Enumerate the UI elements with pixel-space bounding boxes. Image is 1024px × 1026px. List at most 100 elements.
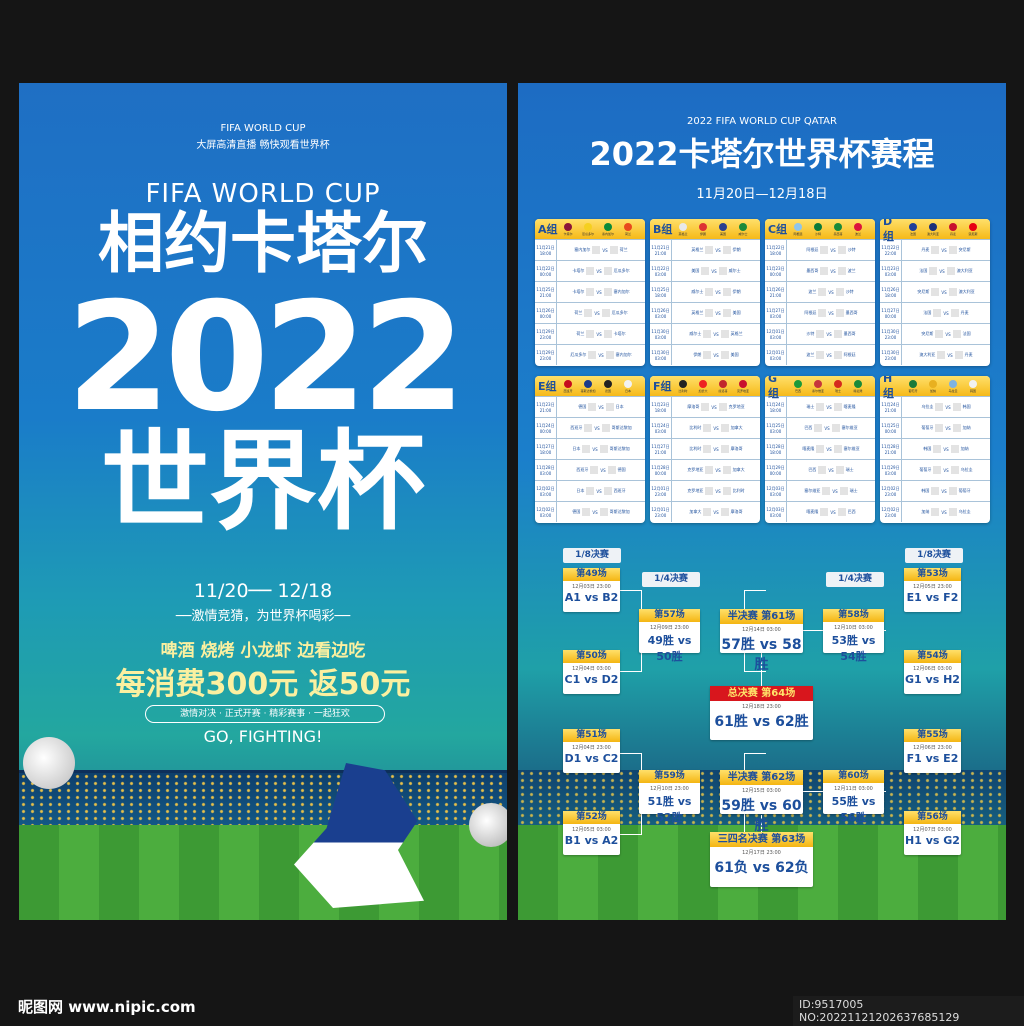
home-score-box[interactable]: [705, 466, 714, 474]
away-score-box[interactable]: [946, 267, 955, 275]
home-score-box[interactable]: [820, 508, 829, 516]
away-score-box[interactable]: [952, 424, 961, 432]
away-score-box[interactable]: [837, 246, 846, 254]
away-score-box[interactable]: [952, 330, 961, 338]
away-score-box[interactable]: [833, 445, 842, 453]
away-score-box[interactable]: [720, 508, 729, 516]
home-score-box[interactable]: [816, 403, 825, 411]
home-score-box[interactable]: [705, 246, 714, 254]
away-score-box[interactable]: [599, 508, 608, 516]
away-score-box[interactable]: [952, 403, 961, 411]
home-score-box[interactable]: [931, 508, 940, 516]
away-score-box[interactable]: [718, 267, 727, 275]
away-score-box[interactable]: [603, 487, 612, 495]
away-score-box[interactable]: [722, 246, 731, 254]
match-title: 第56场: [904, 811, 961, 824]
home-score-box[interactable]: [822, 487, 831, 495]
home-score-box[interactable]: [703, 508, 712, 516]
home-score-box[interactable]: [818, 288, 827, 296]
away-score-box[interactable]: [833, 330, 842, 338]
away-score-box[interactable]: [835, 309, 844, 317]
home-score-box[interactable]: [816, 330, 825, 338]
away-score-box[interactable]: [837, 508, 846, 516]
away-score-box[interactable]: [601, 424, 610, 432]
home-score-box[interactable]: [701, 403, 710, 411]
away-score-box[interactable]: [603, 330, 612, 338]
away-score-box[interactable]: [948, 508, 957, 516]
home-score-box[interactable]: [933, 466, 942, 474]
away-score-box[interactable]: [601, 309, 610, 317]
away-score-box[interactable]: [948, 288, 957, 296]
away-score-box[interactable]: [603, 267, 612, 275]
home-score-box[interactable]: [937, 351, 946, 359]
home-score-box[interactable]: [931, 288, 940, 296]
away-score-box[interactable]: [599, 445, 608, 453]
home-score-box[interactable]: [703, 351, 712, 359]
away-score-box[interactable]: [603, 288, 612, 296]
home-score-box[interactable]: [703, 424, 712, 432]
flag-icon: [814, 379, 822, 388]
home-score-box[interactable]: [818, 466, 827, 474]
home-score-box[interactable]: [582, 445, 591, 453]
home-score-box[interactable]: [705, 288, 714, 296]
match-row: 11月23日 03:00 法国 VS 澳大利亚: [880, 260, 990, 281]
home-score-box[interactable]: [586, 267, 595, 275]
away-score-box[interactable]: [833, 351, 842, 359]
home-score-box[interactable]: [933, 445, 942, 453]
home-score-box[interactable]: [588, 403, 597, 411]
away-score-box[interactable]: [722, 487, 731, 495]
away-score-box[interactable]: [950, 466, 959, 474]
away-score-box[interactable]: [722, 466, 731, 474]
home-score-box[interactable]: [705, 487, 714, 495]
away-score-box[interactable]: [718, 403, 727, 411]
home-score-box[interactable]: [586, 288, 595, 296]
home-score-box[interactable]: [590, 466, 599, 474]
away-score-box[interactable]: [831, 424, 840, 432]
home-score-box[interactable]: [705, 309, 714, 317]
away-score-box[interactable]: [722, 309, 731, 317]
home-score-box[interactable]: [701, 267, 710, 275]
home-score-box[interactable]: [935, 330, 944, 338]
home-score-box[interactable]: [814, 424, 823, 432]
home-score-box[interactable]: [820, 267, 829, 275]
away-score-box[interactable]: [837, 267, 846, 275]
away-score-box[interactable]: [950, 309, 959, 317]
home-score-box[interactable]: [703, 330, 712, 338]
home-score-box[interactable]: [935, 403, 944, 411]
home-score-box[interactable]: [818, 309, 827, 317]
away-score-box[interactable]: [609, 246, 618, 254]
home-score-box[interactable]: [933, 309, 942, 317]
home-score-box[interactable]: [586, 487, 595, 495]
away-score-box[interactable]: [720, 330, 729, 338]
home-score-box[interactable]: [582, 508, 591, 516]
match-time: 12月01日 03:00: [765, 324, 787, 344]
home-score-box[interactable]: [935, 424, 944, 432]
away-score-box[interactable]: [835, 466, 844, 474]
away-score-box[interactable]: [720, 424, 729, 432]
home-score-box[interactable]: [820, 246, 829, 254]
away-score-box[interactable]: [839, 487, 848, 495]
home-score-box[interactable]: [931, 246, 940, 254]
away-score-box[interactable]: [954, 351, 963, 359]
away-score-box[interactable]: [948, 246, 957, 254]
away-score-box[interactable]: [605, 351, 614, 359]
away-score-box[interactable]: [720, 445, 729, 453]
home-score-box[interactable]: [816, 445, 825, 453]
home-score-box[interactable]: [592, 246, 601, 254]
home-score-box[interactable]: [816, 351, 825, 359]
away-score-box[interactable]: [833, 403, 842, 411]
away-score-box[interactable]: [722, 288, 731, 296]
home-score-box[interactable]: [931, 487, 940, 495]
home-score-box[interactable]: [588, 351, 597, 359]
away-score-box[interactable]: [720, 351, 729, 359]
home-score-box[interactable]: [929, 267, 938, 275]
away-score-box[interactable]: [948, 487, 957, 495]
home-score-box[interactable]: [586, 330, 595, 338]
away-score-box[interactable]: [950, 445, 959, 453]
home-score-box[interactable]: [703, 445, 712, 453]
away-score-box[interactable]: [607, 466, 616, 474]
home-score-box[interactable]: [584, 424, 593, 432]
home-score-box[interactable]: [584, 309, 593, 317]
away-score-box[interactable]: [835, 288, 844, 296]
away-score-box[interactable]: [605, 403, 614, 411]
